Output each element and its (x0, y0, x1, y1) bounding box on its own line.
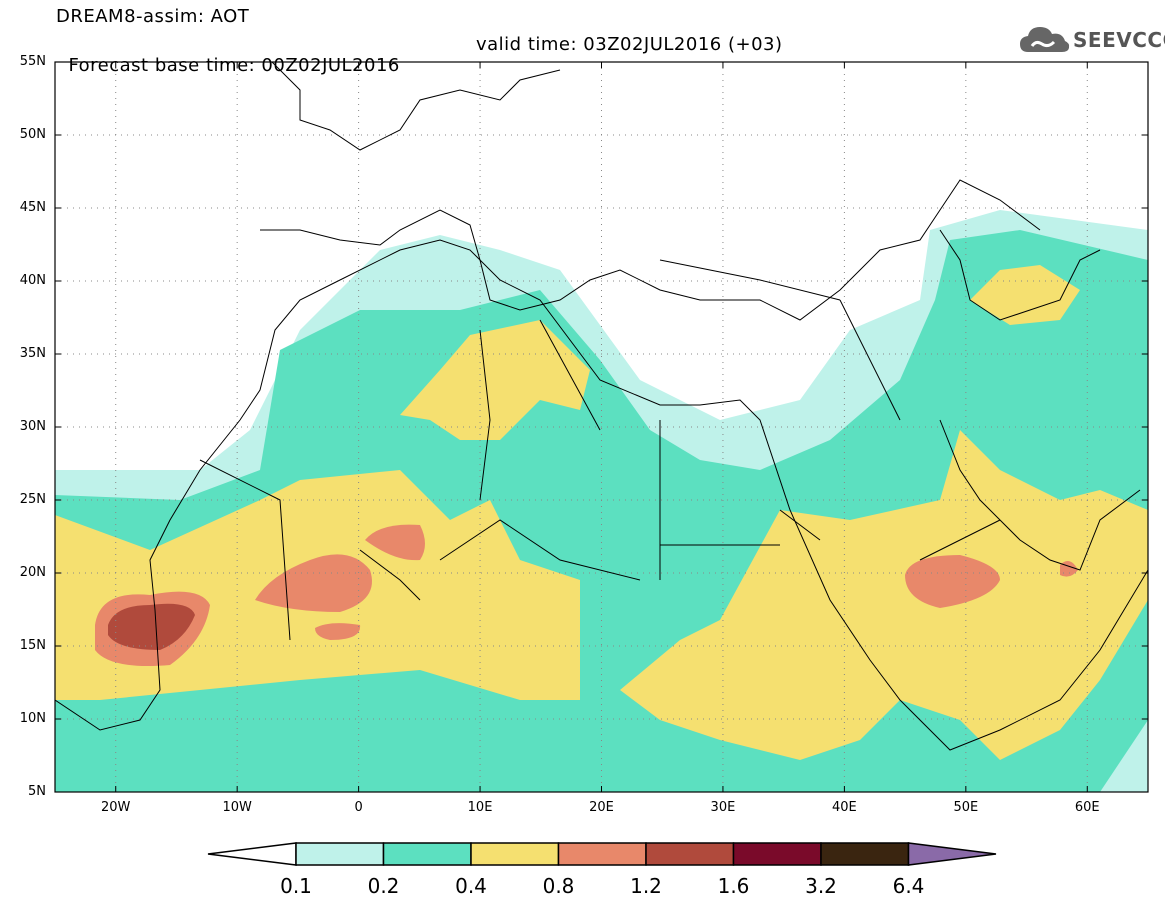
coastline (939, 419, 1141, 571)
coastline (939, 229, 1101, 321)
colorbar-swatch (295, 842, 385, 866)
aot-zone-0.8 (905, 555, 1000, 608)
lat-label: 35N (19, 346, 46, 361)
colorbar-swatch (732, 842, 822, 866)
forecast-times: Forecast base time: 00Z02JUL2016 valid t… (56, 34, 782, 97)
aot-zone-0.8 (365, 524, 425, 561)
base-time: Forecast base time: 00Z02JUL2016 (68, 55, 400, 76)
lon-label: 10W (222, 800, 252, 815)
aot-zone-0.4 (620, 430, 1148, 760)
lon-label: 60E (1074, 800, 1100, 815)
colorbar-swatch (820, 842, 910, 866)
lat-label: 10N (19, 711, 46, 726)
lat-label: 25N (19, 492, 46, 507)
lon-label: 10E (467, 800, 493, 815)
lat-label: 55N (19, 54, 46, 69)
coastline (260, 179, 1041, 321)
lat-label: 30N (19, 419, 46, 434)
aot-field (55, 210, 1148, 792)
logo-text: SEEVCCC (1073, 28, 1165, 52)
colorbar-swatch (382, 842, 472, 866)
lon-label: 50E (953, 800, 979, 815)
colorbar-swatch (557, 842, 647, 866)
lat-label: 5N (28, 784, 46, 799)
coastlines (55, 62, 1148, 751)
lat-label: 45N (19, 200, 46, 215)
coastline (271, 62, 561, 151)
colorbar-high-arrow (907, 842, 997, 866)
aot-zone-0.4 (970, 265, 1080, 325)
colorbar (207, 842, 997, 866)
colorbar-swatch (470, 842, 560, 866)
border (199, 420, 821, 641)
colorbar-label: 3.2 (805, 874, 837, 898)
lon-label: 0 (354, 800, 363, 815)
valid-time: valid time: 03Z02JUL2016 (+03) (476, 34, 783, 55)
colorbar-label: 1.2 (630, 874, 662, 898)
axis-ticks (55, 61, 1148, 793)
lon-label: 20E (589, 800, 614, 815)
lat-label: 50N (19, 127, 46, 142)
lat-label: 15N (19, 638, 46, 653)
map-title: DREAM8-assim: AOT (56, 6, 250, 27)
colorbar-label: 0.4 (455, 874, 487, 898)
lon-label: 20W (101, 800, 131, 815)
colorbar-label: 0.1 (280, 874, 312, 898)
aot-zone-0.4 (400, 320, 590, 440)
aot-zone-0.8 (255, 554, 372, 612)
lon-label: 30E (710, 800, 736, 815)
lon-label: 40E (831, 800, 857, 815)
coastline (55, 239, 1148, 751)
lat-label: 20N (19, 565, 46, 580)
seevccc-logo: SEEVCCC (1018, 22, 1165, 56)
aot-zone-1.2 (108, 603, 195, 650)
colorbar-label: 1.6 (717, 874, 750, 898)
cloud-icon (1020, 27, 1070, 52)
colorbar-label: 0.8 (542, 874, 575, 898)
lat-label: 40N (19, 273, 46, 288)
aot-zone-0.8 (315, 623, 361, 640)
colorbar-label: 6.4 (892, 874, 925, 898)
border (479, 259, 1001, 561)
colorbar-label: 0.2 (367, 874, 400, 898)
colorbar-low-arrow (207, 842, 297, 866)
colorbar-swatch (645, 842, 735, 866)
